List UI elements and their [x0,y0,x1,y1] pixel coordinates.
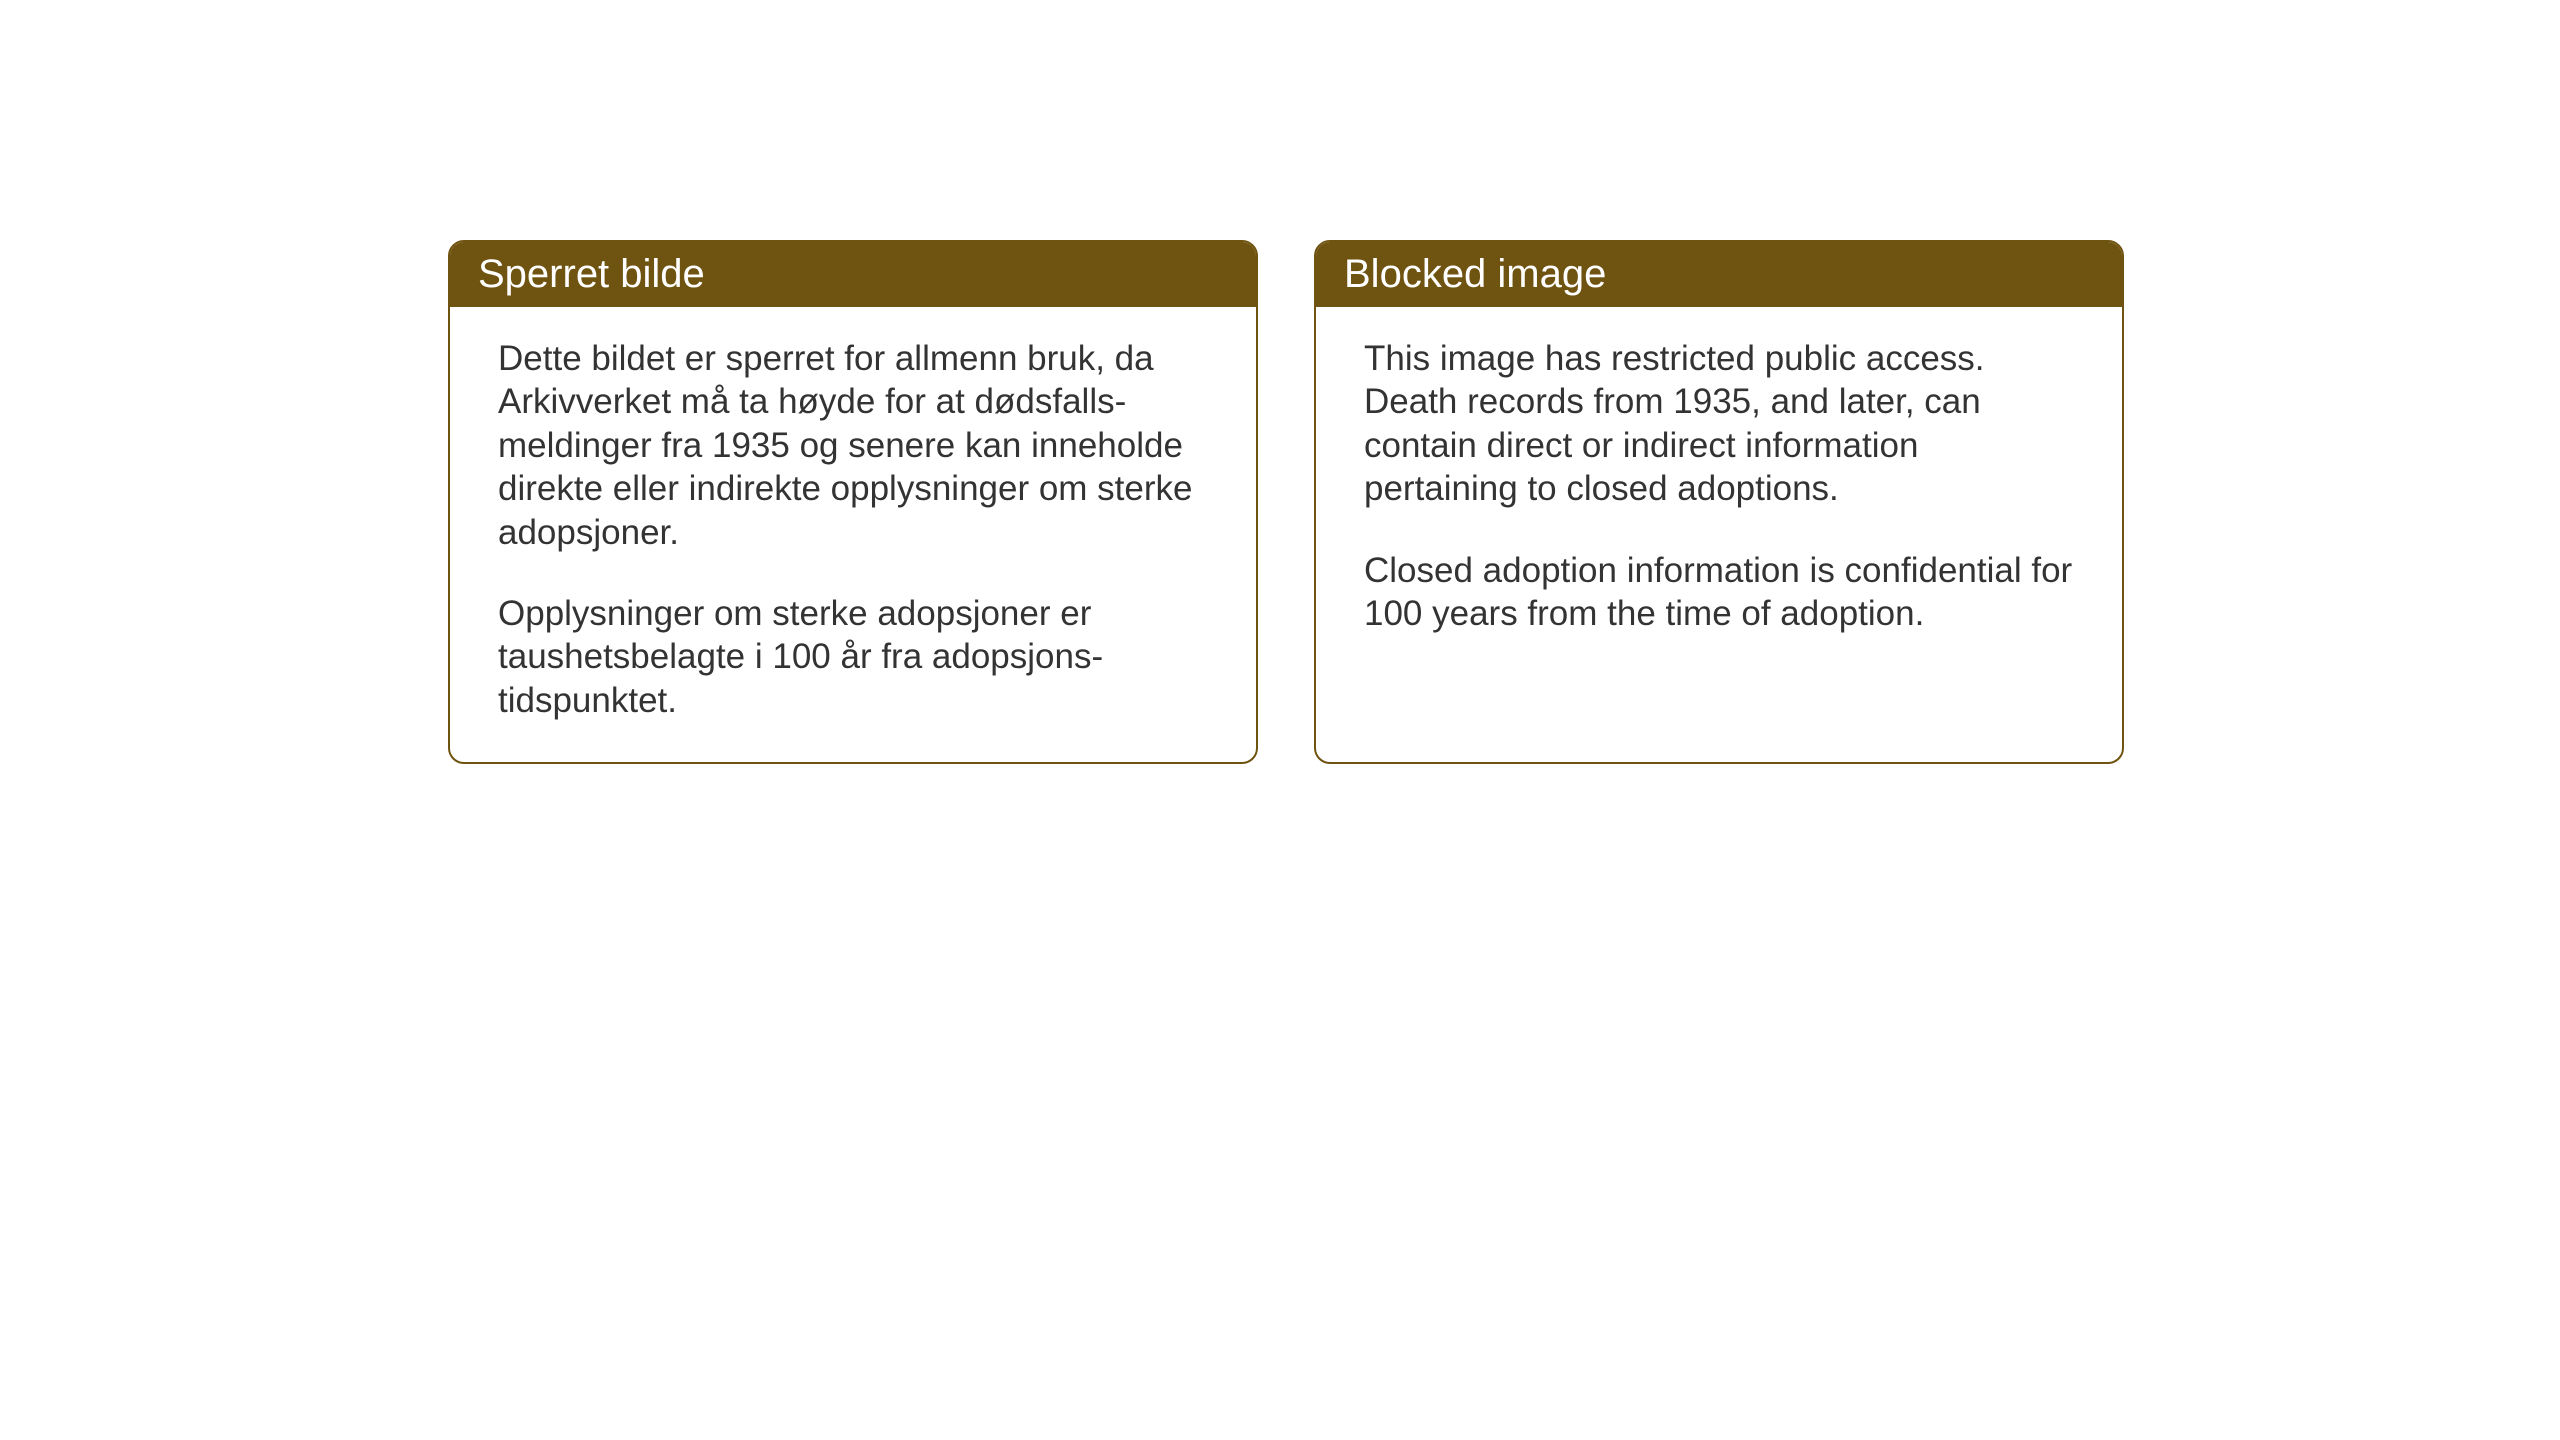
notice-card-english: Blocked image This image has restricted … [1314,240,2124,764]
notice-header-english: Blocked image [1316,242,2122,307]
notice-container: Sperret bilde Dette bildet er sperret fo… [448,240,2124,764]
notice-header-norwegian: Sperret bilde [450,242,1256,307]
notice-para2-norwegian: Opplysninger om sterke adopsjoner er tau… [498,592,1208,722]
notice-body-norwegian: Dette bildet er sperret for allmenn bruk… [450,307,1256,762]
notice-para2-english: Closed adoption information is confident… [1364,549,2074,636]
notice-para1-english: This image has restricted public access.… [1364,337,2074,511]
notice-body-english: This image has restricted public access.… [1316,307,2122,675]
notice-card-norwegian: Sperret bilde Dette bildet er sperret fo… [448,240,1258,764]
notice-para1-norwegian: Dette bildet er sperret for allmenn bruk… [498,337,1208,554]
